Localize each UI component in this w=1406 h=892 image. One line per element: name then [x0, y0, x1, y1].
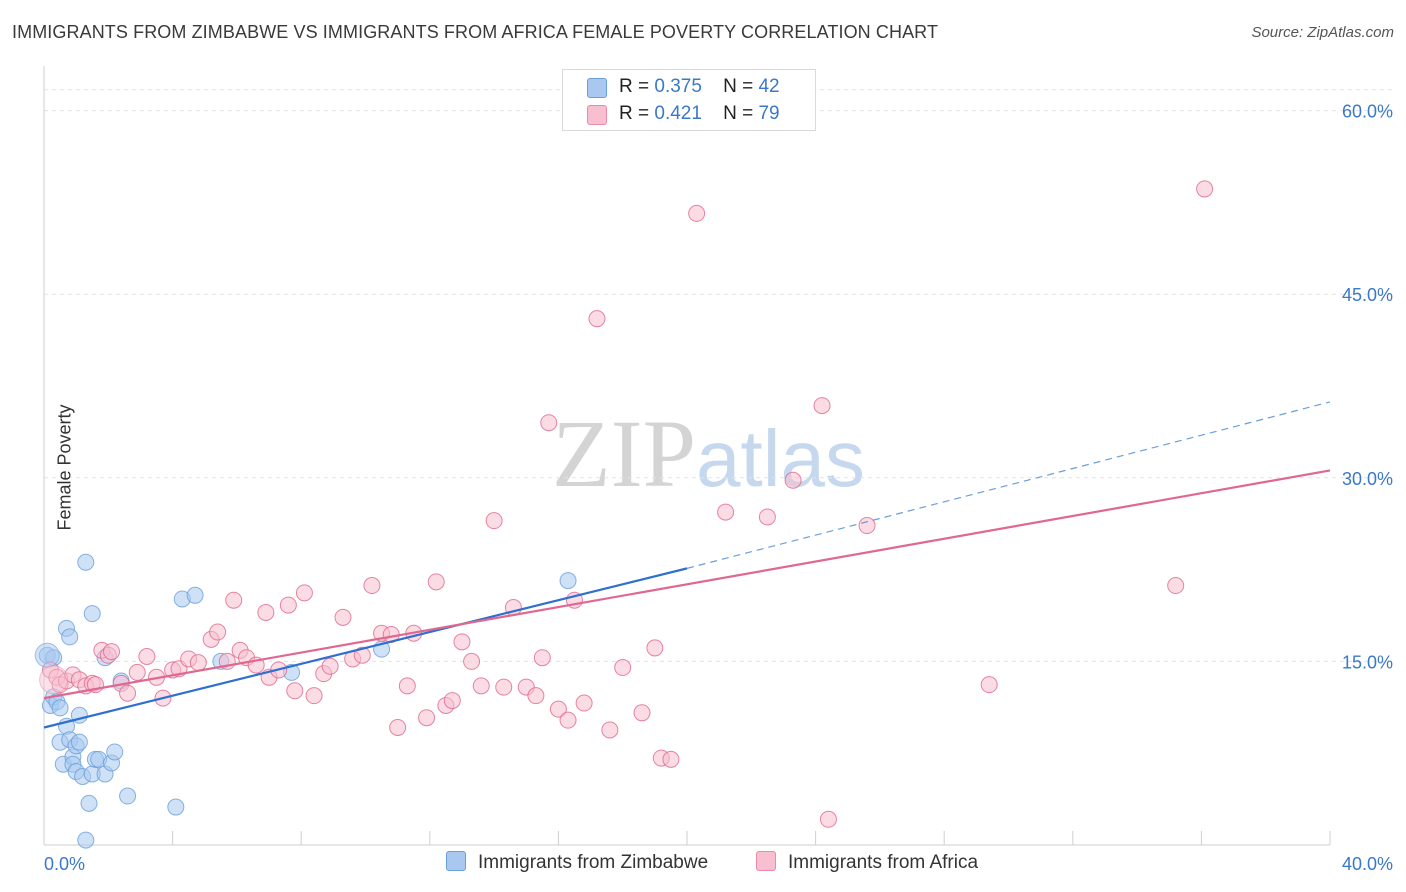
- data-point: [209, 623, 227, 641]
- chart-title: IMMIGRANTS FROM ZIMBABWE VS IMMIGRANTS F…: [12, 22, 939, 42]
- data-point: [257, 603, 275, 621]
- trend-line-africa: [43, 469, 1331, 700]
- legend-swatch-zimbabwe: [587, 78, 607, 98]
- data-point: [305, 687, 323, 705]
- data-point: [61, 628, 79, 646]
- data-point: [662, 750, 680, 768]
- axes: [43, 66, 1331, 846]
- data-point: [858, 517, 876, 535]
- legend-swatch-africa: [587, 105, 607, 125]
- r-value-zimbabwe: 0.375: [654, 76, 702, 97]
- data-point: [138, 648, 156, 666]
- data-point: [980, 676, 998, 694]
- r-value-africa: 0.421: [654, 103, 702, 124]
- data-point: [527, 687, 545, 705]
- data-point: [717, 503, 735, 521]
- data-point: [103, 643, 121, 661]
- data-point: [784, 471, 802, 489]
- data-point: [813, 397, 831, 415]
- data-point: [495, 678, 513, 696]
- legend-text-africa: R = 0.421 N = 79: [619, 103, 780, 124]
- data-point: [83, 605, 101, 623]
- bottom-label-africa: Immigrants from Africa: [788, 852, 979, 873]
- data-point: [295, 584, 313, 602]
- bottom-legend-africa: Immigrants from Africa: [756, 851, 978, 874]
- data-point: [119, 684, 137, 702]
- tick-labels: 15.0% 30.0% 45.0% 60.0% 0.0% 40.0%: [44, 102, 1393, 874]
- x-tick-label-max: 40.0%: [1342, 854, 1393, 874]
- watermark: ZIPatlas: [552, 398, 865, 509]
- n-value-zimbabwe: 42: [758, 76, 780, 97]
- data-point: [186, 586, 204, 604]
- data-point: [80, 794, 98, 812]
- data-point: [601, 721, 619, 739]
- y-axis-label: Female Poverty: [54, 404, 75, 531]
- data-points: [34, 180, 1214, 849]
- data-point: [485, 512, 503, 530]
- data-point: [533, 649, 551, 667]
- bottom-swatch-africa: [756, 851, 776, 871]
- data-point: [540, 414, 558, 432]
- data-point: [427, 573, 445, 591]
- n-value-africa: 79: [758, 103, 780, 124]
- bottom-label-zimbabwe: Immigrants from Zimbabwe: [478, 852, 709, 873]
- trend-lines: [43, 401, 1331, 729]
- data-point: [363, 577, 381, 595]
- data-point: [286, 682, 304, 700]
- data-point: [77, 553, 95, 571]
- data-point: [70, 733, 88, 751]
- data-point: [128, 663, 146, 681]
- data-point: [758, 508, 776, 526]
- data-point: [559, 572, 577, 590]
- data-point: [321, 657, 339, 675]
- data-point: [51, 699, 69, 717]
- watermark-atlas: atlas: [696, 414, 865, 503]
- data-point: [1196, 180, 1214, 198]
- data-point: [389, 718, 407, 736]
- data-point: [463, 652, 481, 670]
- watermark-zip: ZIP: [552, 400, 696, 507]
- grid-lines: [44, 89, 1395, 662]
- data-point: [167, 798, 185, 816]
- data-point: [119, 787, 137, 805]
- source-label: Source: ZipAtlas.com: [1251, 24, 1394, 41]
- data-point: [34, 642, 60, 668]
- data-point: [418, 709, 436, 727]
- data-point: [106, 743, 124, 761]
- data-point: [588, 310, 606, 328]
- y-tick-label: 15.0%: [1342, 652, 1393, 672]
- data-point: [279, 596, 297, 614]
- data-point: [614, 659, 632, 677]
- trend-line-zimbabwe: [43, 567, 688, 729]
- bottom-swatch-zimbabwe: [446, 851, 466, 871]
- y-tick-label: 60.0%: [1342, 102, 1393, 122]
- data-point: [334, 608, 352, 626]
- data-point: [472, 677, 490, 695]
- data-point: [575, 694, 593, 712]
- bottom-legend-zimbabwe: Immigrants from Zimbabwe: [446, 851, 708, 874]
- trend-line-zimbabwe-extension: [686, 401, 1331, 569]
- data-point: [443, 692, 461, 710]
- data-point: [77, 831, 95, 849]
- y-tick-label: 30.0%: [1342, 469, 1393, 489]
- data-point: [688, 204, 706, 222]
- x-tick-label-min: 0.0%: [44, 854, 85, 874]
- data-point: [559, 711, 577, 729]
- data-point: [1167, 577, 1185, 595]
- data-point: [633, 704, 651, 722]
- y-tick-label: 45.0%: [1342, 285, 1393, 305]
- correlation-legend: R = 0.375 N = 42 R = 0.421 N = 79: [562, 69, 816, 131]
- legend-text-zimbabwe: R = 0.375 N = 42: [619, 76, 780, 97]
- data-point: [353, 646, 371, 664]
- data-point: [819, 810, 837, 828]
- data-point: [189, 654, 207, 672]
- data-point: [453, 633, 471, 651]
- data-point: [549, 700, 567, 718]
- data-point: [646, 639, 664, 657]
- data-point: [398, 677, 416, 695]
- data-point: [225, 591, 243, 609]
- data-point: [39, 665, 69, 695]
- series-africa-points: [41, 180, 1214, 828]
